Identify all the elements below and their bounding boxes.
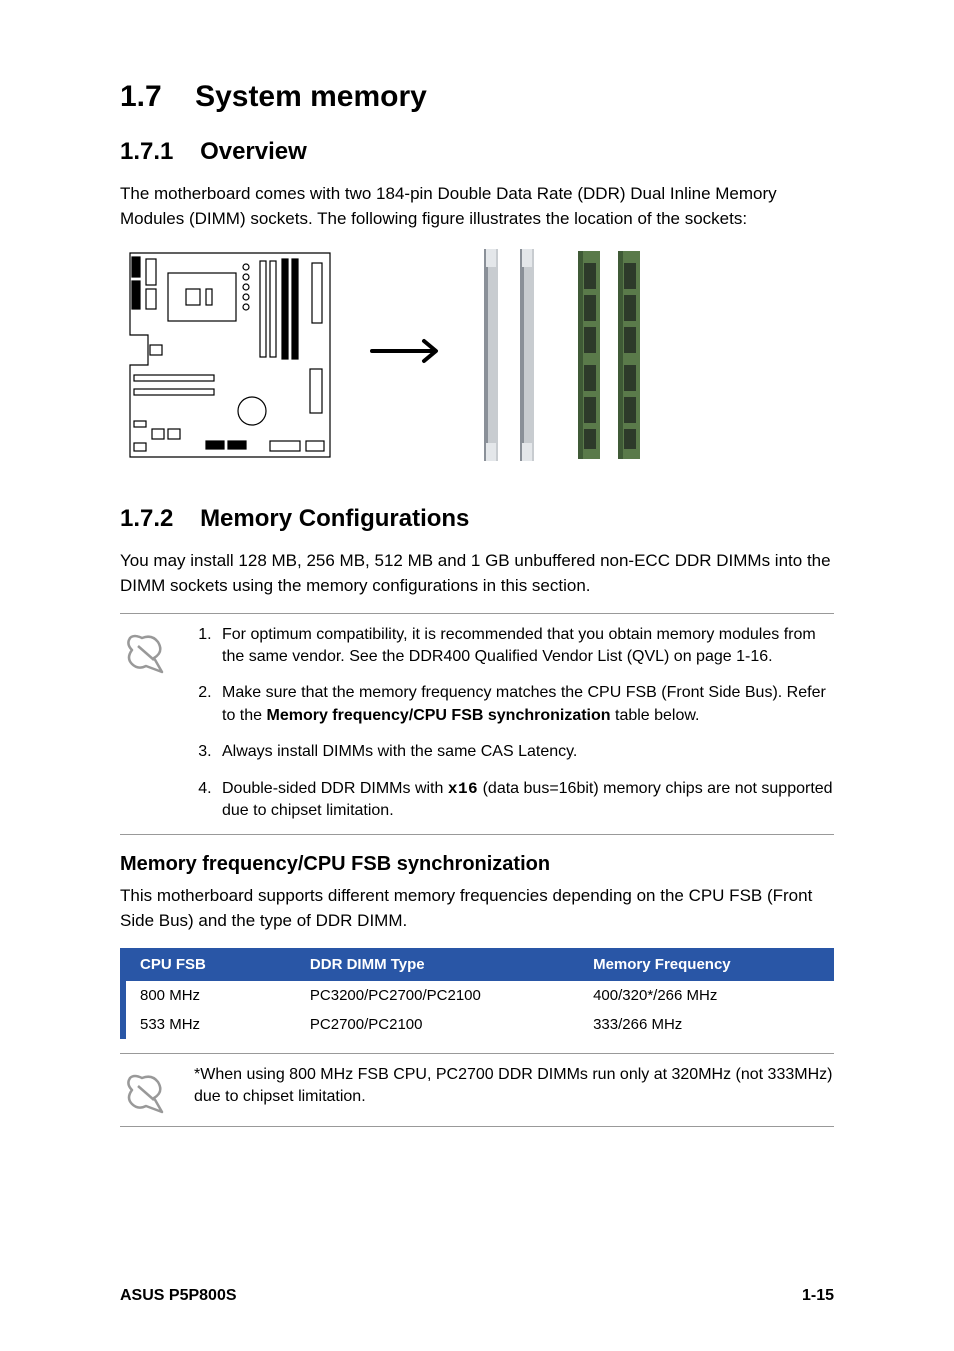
figure-row [120,245,834,465]
footnote-block: *When using 800 MHz FSB CPU, PC2700 DDR … [120,1053,834,1127]
table-header: CPU FSB [126,948,296,981]
subsection-memconfig-title: Memory Configurations [200,505,469,532]
notes-block: For optimum compatibility, it is recomme… [120,613,834,836]
sync-heading: Memory frequency/CPU FSB synchronization [120,853,834,876]
table-header: Memory Frequency [579,948,834,981]
section-title: System memory [195,80,427,113]
table-cell: 400/320*/266 MHz [579,981,834,1010]
note-item: Make sure that the memory frequency matc… [216,682,834,727]
footnote-text: *When using 800 MHz FSB CPU, PC2700 DDR … [194,1064,834,1116]
subsection-overview-number: 1.7.1 [120,138,173,165]
table-cell: PC3200/PC2700/PC2100 [296,981,579,1010]
subsection-memconfig-heading: 1.7.2 Memory Configurations [120,505,834,533]
dimm-photo [480,245,642,465]
table-cell: PC2700/PC2100 [296,1010,579,1039]
sync-table-wrap: CPU FSB DDR DIMM Type Memory Frequency 8… [120,948,834,1039]
sync-table: CPU FSB DDR DIMM Type Memory Frequency 8… [120,948,834,1039]
dimm-module [616,245,642,465]
dimm-slot-closed [480,245,502,465]
arrow-icon [370,336,450,375]
subsection-memconfig-number: 1.7.2 [120,505,173,532]
section-number: 1.7 [120,80,162,113]
notes-list: For optimum compatibility, it is recomme… [194,624,834,823]
table-header: DDR DIMM Type [296,948,579,981]
motherboard-diagram [120,245,340,465]
subsection-overview-heading: 1.7.1 Overview [120,138,834,166]
table-cell: 333/266 MHz [579,1010,834,1039]
table-row: 800 MHz PC3200/PC2700/PC2100 400/320*/26… [126,981,834,1010]
note-item: Double-sided DDR DIMMs with x16 (data bu… [216,778,834,823]
memconfig-body-text: You may install 128 MB, 256 MB, 512 MB a… [120,549,834,598]
dimm-slot-closed [516,245,538,465]
table-header-row: CPU FSB DDR DIMM Type Memory Frequency [126,948,834,981]
subsection-overview-title: Overview [200,138,307,165]
table-cell: 533 MHz [126,1010,296,1039]
overview-body-text: The motherboard comes with two 184-pin D… [120,182,834,231]
footer-right: 1-15 [802,1287,834,1305]
section-heading: 1.7 System memory [120,80,834,114]
table-cell: 800 MHz [126,981,296,1010]
dimm-module [576,245,602,465]
note-icon [124,1070,170,1116]
note-item: For optimum compatibility, it is recomme… [216,624,834,669]
table-row: 533 MHz PC2700/PC2100 333/266 MHz [126,1010,834,1039]
page-footer: ASUS P5P800S 1-15 [120,1287,834,1305]
sync-body-text: This motherboard supports different memo… [120,884,834,933]
footer-left: ASUS P5P800S [120,1287,237,1305]
note-icon [124,630,170,676]
note-item: Always install DIMMs with the same CAS L… [216,741,834,763]
